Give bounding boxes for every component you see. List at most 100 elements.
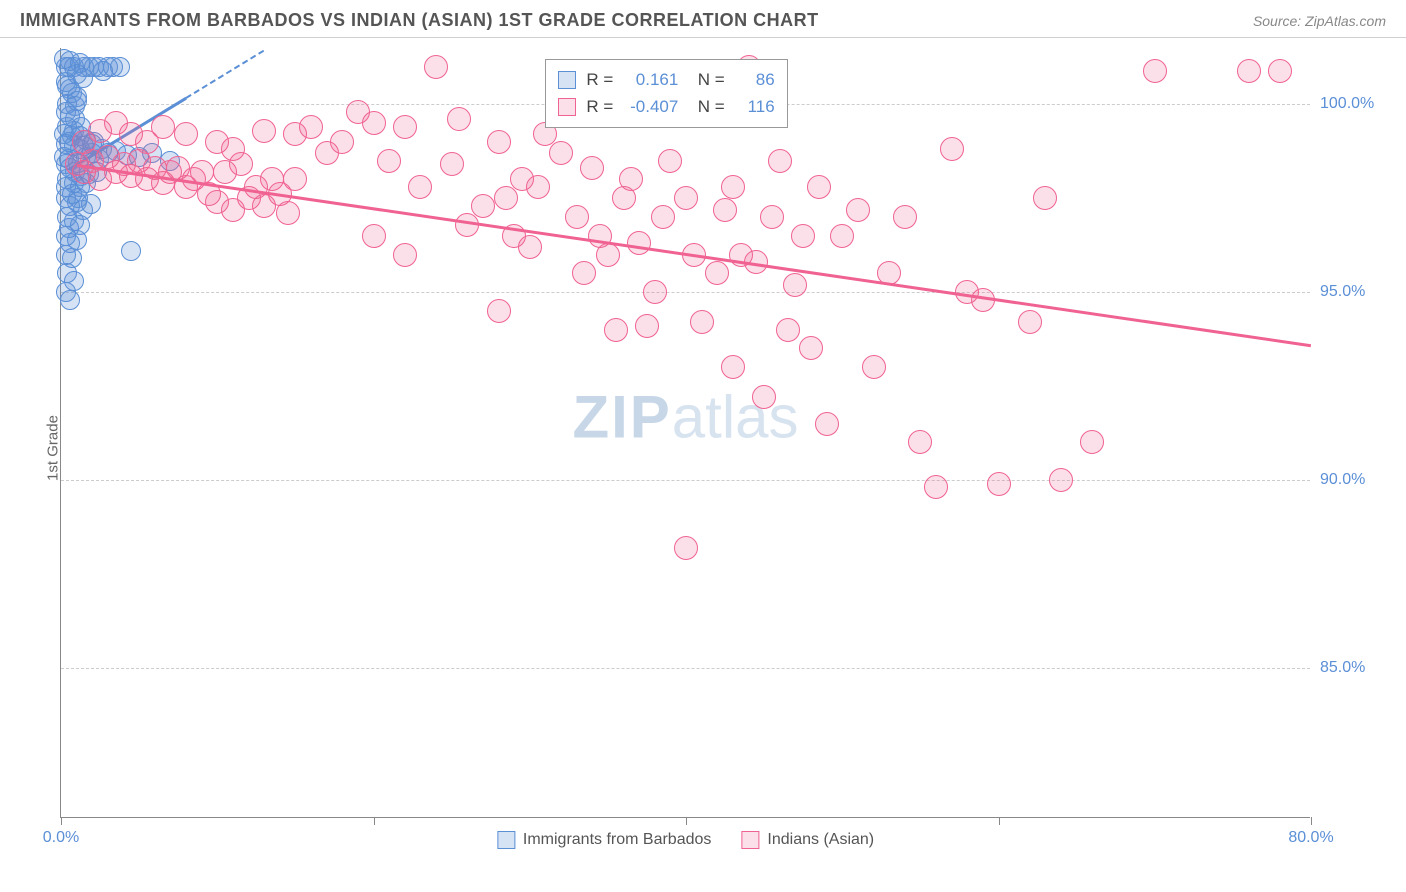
scatter-point: [151, 115, 175, 139]
scatter-point: [721, 175, 745, 199]
stats-box: R = 0.161 N = 86 R = -0.407 N = 116: [545, 59, 787, 127]
stat-n-value: 86: [735, 66, 775, 93]
scatter-point: [924, 475, 948, 499]
scatter-point: [283, 167, 307, 191]
scatter-point: [1033, 186, 1057, 210]
scatter-point: [487, 130, 511, 154]
xtick-label: 0.0%: [43, 829, 79, 847]
scatter-point: [768, 149, 792, 173]
scatter-point: [252, 119, 276, 143]
scatter-point: [635, 314, 659, 338]
xtick: [999, 817, 1000, 825]
xtick: [686, 817, 687, 825]
legend-label: Indians (Asian): [767, 831, 874, 849]
chart-title: IMMIGRANTS FROM BARBADOS VS INDIAN (ASIA…: [20, 10, 819, 31]
scatter-point: [690, 310, 714, 334]
stat-n-label: N =: [688, 93, 724, 120]
scatter-point: [440, 152, 464, 176]
legend-swatch: [558, 71, 576, 89]
scatter-point: [174, 122, 198, 146]
stats-row: R = -0.407 N = 116: [558, 93, 774, 120]
chart-header: IMMIGRANTS FROM BARBADOS VS INDIAN (ASIA…: [0, 0, 1406, 38]
legend-swatch: [741, 831, 759, 849]
gridline-h: [61, 668, 1310, 669]
scatter-point: [604, 318, 628, 342]
scatter-point: [807, 175, 831, 199]
gridline-h: [61, 480, 1310, 481]
scatter-point: [572, 261, 596, 285]
legend-item: Indians (Asian): [741, 831, 874, 849]
stat-n-value: 116: [735, 93, 775, 120]
scatter-point: [862, 355, 886, 379]
gridline-h: [61, 292, 1310, 293]
source-label: Source: ZipAtlas.com: [1253, 13, 1386, 29]
xtick: [1311, 817, 1312, 825]
scatter-point: [67, 87, 87, 107]
xtick: [61, 817, 62, 825]
legend-item: Immigrants from Barbados: [497, 831, 712, 849]
scatter-point: [596, 243, 620, 267]
stats-row: R = 0.161 N = 86: [558, 66, 774, 93]
scatter-point: [526, 175, 550, 199]
scatter-point: [713, 198, 737, 222]
scatter-point: [60, 290, 80, 310]
scatter-point: [330, 130, 354, 154]
stat-r-value: 0.161: [623, 66, 678, 93]
scatter-point: [68, 188, 88, 208]
scatter-point: [760, 205, 784, 229]
scatter-point: [447, 107, 471, 131]
scatter-point: [565, 205, 589, 229]
stat-r-value: -0.407: [623, 93, 678, 120]
scatter-point: [651, 205, 675, 229]
scatter-point: [393, 115, 417, 139]
stat-r-label: R =: [586, 66, 613, 93]
xtick: [374, 817, 375, 825]
scatter-point: [791, 224, 815, 248]
scatter-point: [487, 299, 511, 323]
scatter-point: [393, 243, 417, 267]
stat-n-label: N =: [688, 66, 724, 93]
scatter-point: [377, 149, 401, 173]
ytick-label: 85.0%: [1320, 659, 1390, 677]
scatter-point: [705, 261, 729, 285]
scatter-point: [752, 385, 776, 409]
scatter-point: [721, 355, 745, 379]
scatter-point: [283, 122, 307, 146]
scatter-point: [1049, 468, 1073, 492]
scatter-point: [362, 111, 386, 135]
legend-swatch: [497, 831, 515, 849]
scatter-point: [830, 224, 854, 248]
scatter-point: [893, 205, 917, 229]
trend-line-dashed: [185, 49, 264, 98]
scatter-point: [494, 186, 518, 210]
ytick-label: 95.0%: [1320, 283, 1390, 301]
scatter-point: [783, 273, 807, 297]
watermark-atlas: atlas: [672, 384, 799, 451]
scatter-point: [549, 141, 573, 165]
scatter-point: [674, 186, 698, 210]
scatter-point: [815, 412, 839, 436]
scatter-point: [362, 224, 386, 248]
scatter-point: [221, 137, 245, 161]
scatter-point: [518, 235, 542, 259]
scatter-point: [580, 156, 604, 180]
scatter-point: [110, 57, 130, 77]
plot-area: ZIPatlas 85.0%90.0%95.0%100.0%0.0%80.0%R…: [60, 48, 1310, 818]
scatter-point: [121, 241, 141, 261]
scatter-point: [1080, 430, 1104, 454]
ytick-label: 100.0%: [1320, 95, 1390, 113]
scatter-point: [658, 149, 682, 173]
scatter-point: [908, 430, 932, 454]
scatter-point: [276, 201, 300, 225]
chart-container: 1st Grade ZIPatlas 85.0%90.0%95.0%100.0%…: [0, 38, 1406, 858]
legend-swatch: [558, 98, 576, 116]
scatter-point: [1268, 59, 1292, 83]
ytick-label: 90.0%: [1320, 471, 1390, 489]
scatter-point: [643, 280, 667, 304]
scatter-point: [987, 472, 1011, 496]
stat-r-label: R =: [586, 93, 613, 120]
scatter-point: [674, 536, 698, 560]
scatter-point: [627, 231, 651, 255]
scatter-point: [1143, 59, 1167, 83]
y-axis-label: 1st Grade: [44, 415, 61, 481]
